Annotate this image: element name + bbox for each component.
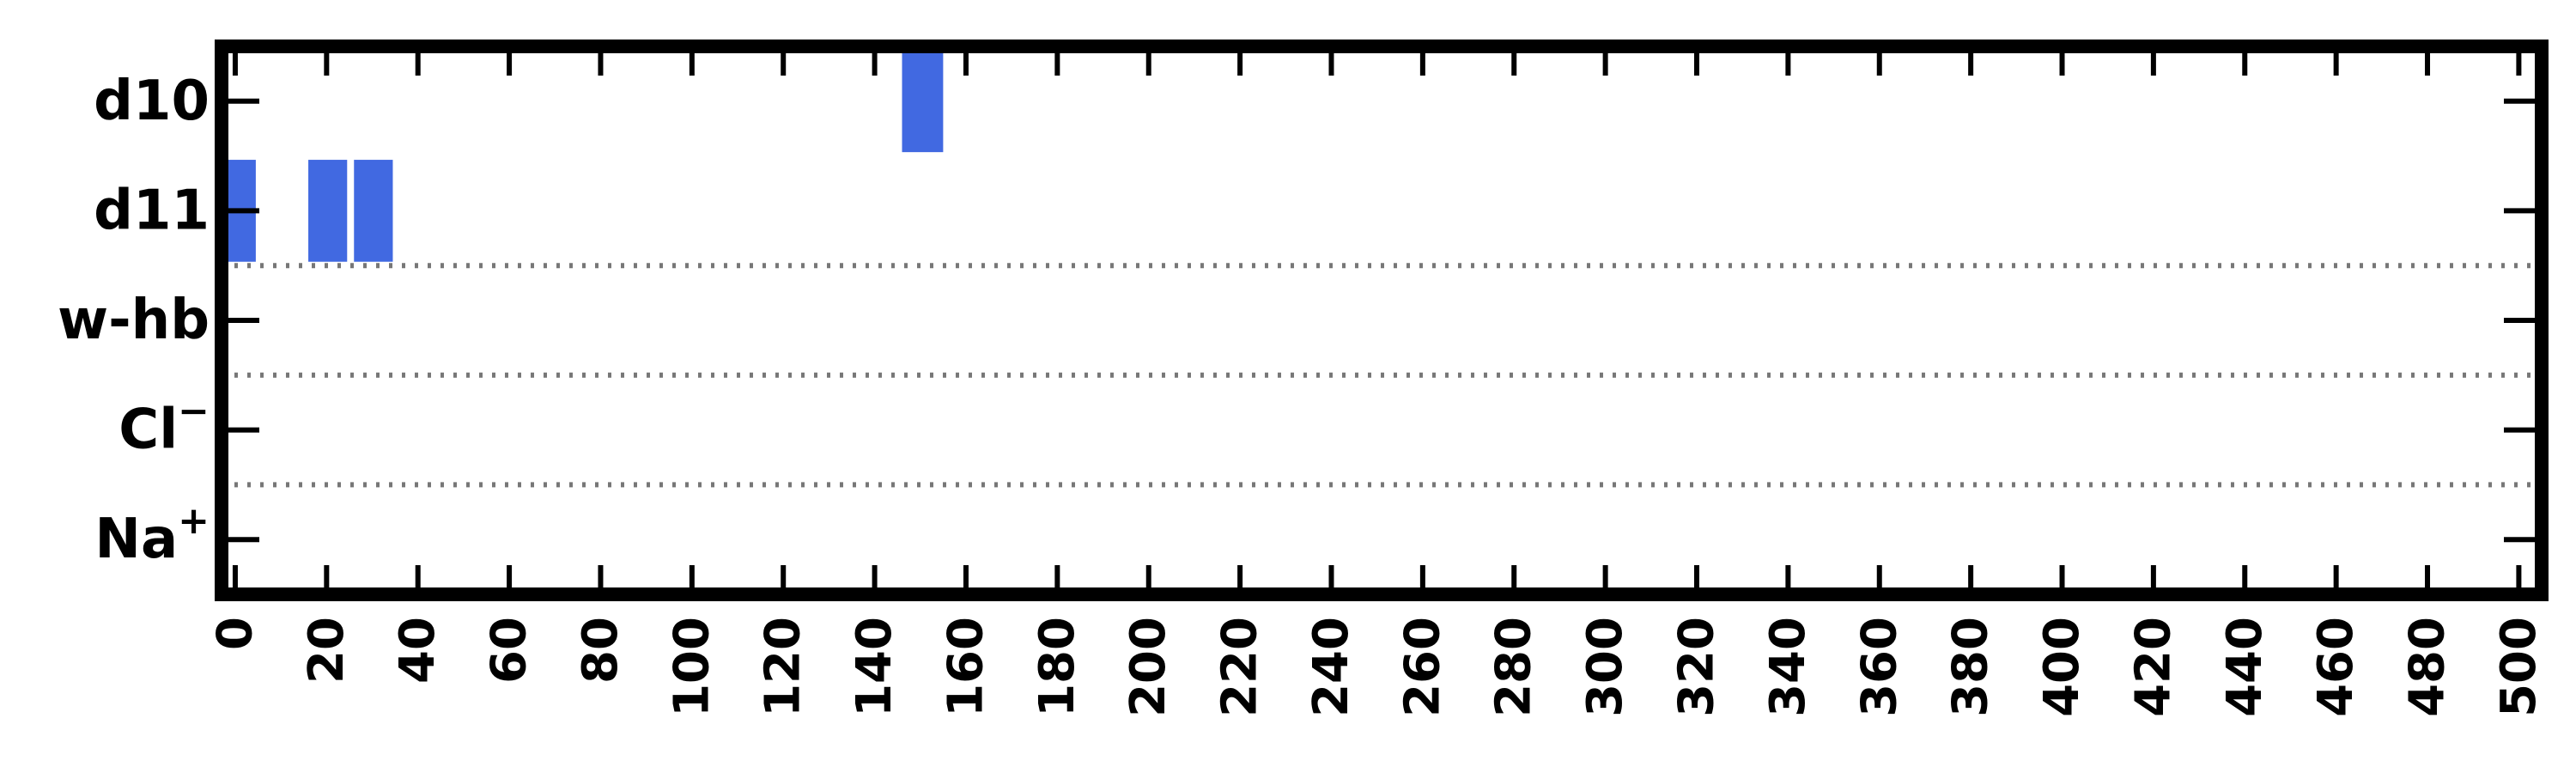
- category-label-d10: d10: [94, 70, 210, 133]
- bar-segment-d10: [902, 50, 944, 153]
- x-tick-label: 40: [390, 617, 446, 684]
- x-tick-label: 60: [482, 617, 538, 684]
- x-tick-label: 360: [1851, 617, 1907, 717]
- x-tick-label: 380: [1943, 617, 1999, 717]
- bar-segment-d11: [354, 160, 393, 262]
- x-tick-label: 300: [1577, 617, 1633, 717]
- x-tick-label: 80: [573, 617, 629, 684]
- x-tick-label: 340: [1760, 617, 1816, 717]
- x-tick-label: 260: [1394, 617, 1450, 717]
- x-tick-label: 500: [2491, 617, 2547, 717]
- x-tick-label: 220: [1212, 617, 1268, 717]
- x-tick-label: 180: [1030, 617, 1085, 717]
- x-tick-label: 120: [756, 617, 811, 717]
- x-tick-label: 100: [664, 617, 720, 717]
- x-tick-label: 0: [207, 617, 263, 650]
- separator-layer: [222, 263, 2542, 488]
- x-tick-label: 400: [2034, 617, 2090, 717]
- x-tick-label: 280: [1486, 617, 1542, 717]
- x-tick-label: 420: [2125, 617, 2181, 717]
- category-label-d11: d11: [94, 179, 210, 242]
- bar-segment-d11: [308, 160, 348, 262]
- category-label-superscript: −: [178, 389, 210, 433]
- x-tick-label: 140: [847, 617, 902, 717]
- x-tick-label: 320: [1669, 617, 1725, 717]
- x-tick-label-layer: 0 20 40 60 80 100 120 140 160 180 200 220 240 260 280 3…: [207, 617, 2546, 717]
- x-tick-label: 160: [938, 617, 993, 717]
- x-tick-label: 480: [2400, 617, 2456, 717]
- x-tick-label: 440: [2217, 617, 2273, 717]
- x-tick-label: 200: [1121, 617, 1176, 717]
- x-tick-label: 20: [299, 617, 355, 684]
- category-label-w-hb: w-hb: [58, 289, 210, 352]
- x-tick-label: 240: [1303, 617, 1359, 717]
- x-tick-label: 460: [2308, 617, 2364, 717]
- category-label-superscript: +: [178, 499, 210, 543]
- plot-frame: [215, 40, 2549, 601]
